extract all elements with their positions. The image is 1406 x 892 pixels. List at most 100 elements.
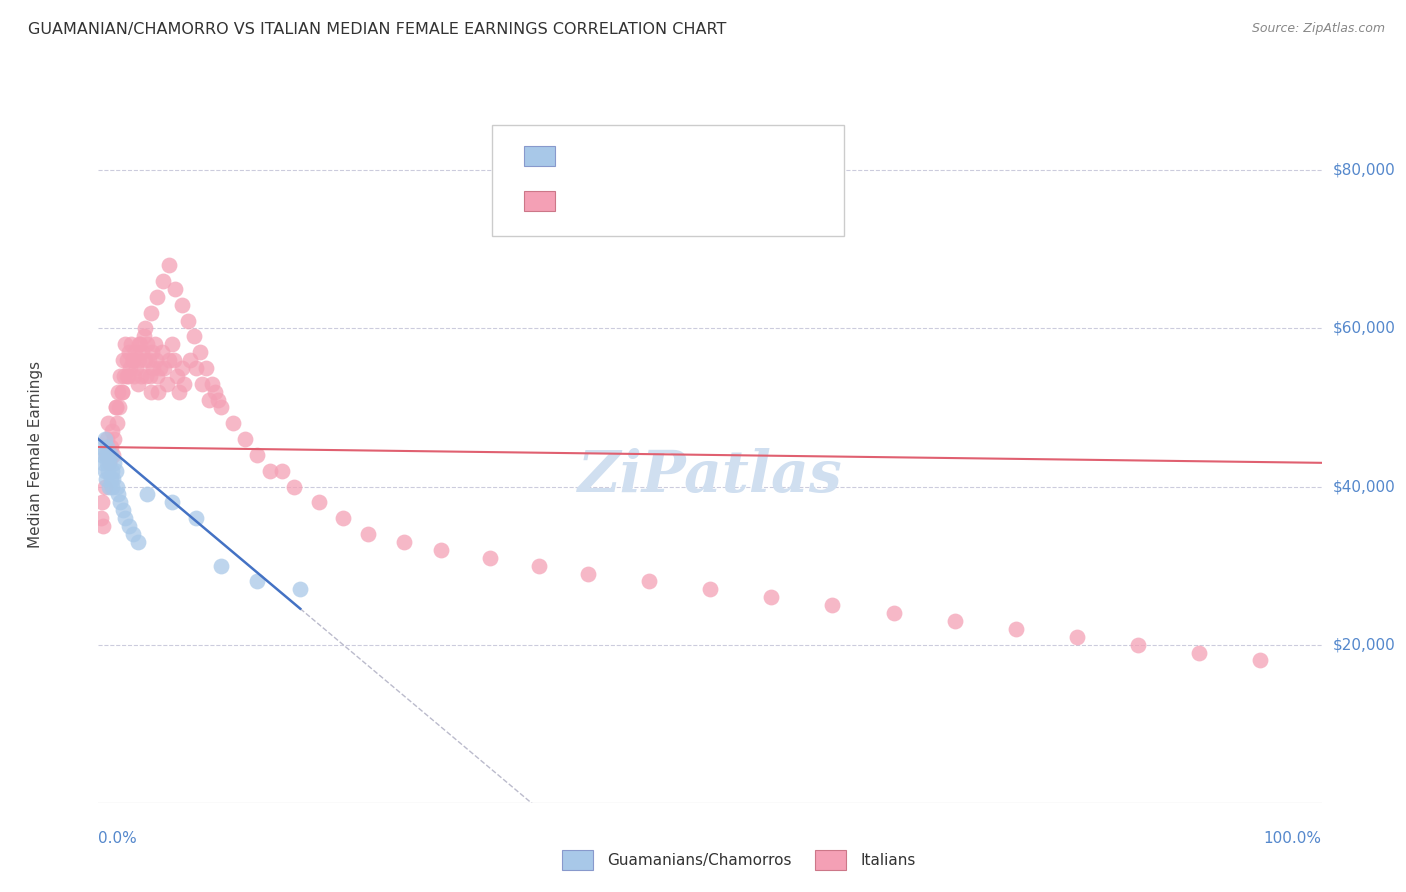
Point (100, 440, 122, 454)
Point (132, 329, 155, 343)
Point (186, 361, 208, 376)
Point (134, 321, 156, 335)
Text: Median Female Earnings: Median Female Earnings (28, 361, 44, 549)
Point (98, 479, 121, 493)
Text: 34: 34 (731, 149, 752, 163)
Point (110, 368, 132, 383)
Text: $20,000: $20,000 (1333, 637, 1396, 652)
Point (392, 535, 416, 549)
Point (167, 384, 190, 399)
Point (125, 361, 148, 376)
Text: R =: R = (569, 194, 603, 208)
Point (120, 361, 142, 376)
Point (114, 511, 136, 525)
Point (207, 392, 229, 407)
Point (141, 345, 163, 359)
Text: 100.0%: 100.0% (1264, 830, 1322, 846)
Point (163, 353, 186, 368)
Point (136, 337, 159, 351)
Point (201, 376, 224, 391)
Point (699, 582, 721, 597)
Text: 0.0%: 0.0% (98, 830, 138, 846)
Point (148, 384, 170, 399)
Point (101, 464, 124, 478)
Point (97, 417, 120, 431)
Point (183, 329, 205, 343)
Point (478, 550, 501, 565)
Point (124, 345, 146, 359)
Point (149, 361, 172, 376)
Point (105, 479, 128, 493)
Point (104, 464, 127, 478)
Point (110, 495, 132, 509)
Point (143, 337, 166, 351)
Point (430, 542, 453, 557)
Point (108, 401, 131, 415)
Point (1066, 630, 1088, 644)
Point (153, 361, 176, 376)
Point (93, 464, 115, 478)
Point (152, 274, 174, 288)
Text: R =: R = (569, 149, 603, 163)
Point (112, 368, 135, 383)
Point (209, 558, 232, 573)
Point (170, 298, 193, 312)
Point (821, 598, 844, 612)
Point (117, 368, 139, 383)
Point (98, 456, 121, 470)
Point (118, 519, 141, 533)
Point (101, 448, 124, 462)
Point (160, 337, 183, 351)
Point (93, 432, 115, 446)
Point (146, 368, 169, 383)
Point (96, 440, 118, 454)
Point (100, 448, 122, 462)
Point (94, 448, 117, 462)
Point (115, 368, 138, 383)
Point (107, 384, 129, 399)
Point (120, 337, 142, 351)
Point (332, 511, 354, 525)
Point (100, 472, 122, 486)
Point (98, 456, 121, 470)
Point (197, 392, 219, 407)
Point (179, 353, 201, 368)
Text: GUAMANIAN/CHAMORRO VS ITALIAN MEDIAN FEMALE EARNINGS CORRELATION CHART: GUAMANIAN/CHAMORRO VS ITALIAN MEDIAN FEM… (28, 22, 727, 37)
Point (111, 384, 134, 399)
Text: -0.497: -0.497 (612, 149, 666, 163)
Point (142, 361, 165, 376)
Point (145, 353, 167, 368)
Point (156, 376, 179, 391)
Point (96, 432, 118, 446)
Point (91, 495, 114, 509)
Point (150, 345, 173, 359)
Point (111, 503, 134, 517)
Point (128, 353, 150, 368)
Point (139, 368, 162, 383)
Point (233, 432, 256, 446)
Text: $40,000: $40,000 (1333, 479, 1396, 494)
Point (195, 361, 218, 376)
Text: $60,000: $60,000 (1333, 321, 1396, 336)
Point (160, 495, 183, 509)
Point (191, 376, 214, 391)
Point (1188, 646, 1211, 660)
Point (121, 353, 143, 368)
Point (139, 384, 162, 399)
Point (146, 290, 169, 304)
Point (91, 456, 114, 470)
Point (101, 479, 124, 493)
Point (94, 448, 117, 462)
Point (270, 464, 294, 478)
Text: Source: ZipAtlas.com: Source: ZipAtlas.com (1251, 22, 1385, 36)
Point (259, 464, 281, 478)
Point (290, 582, 312, 597)
Point (177, 313, 200, 327)
Point (943, 614, 966, 628)
Point (127, 376, 149, 391)
Point (761, 591, 783, 605)
Point (308, 495, 330, 509)
Point (157, 258, 180, 272)
Point (246, 574, 269, 589)
Point (157, 353, 180, 368)
